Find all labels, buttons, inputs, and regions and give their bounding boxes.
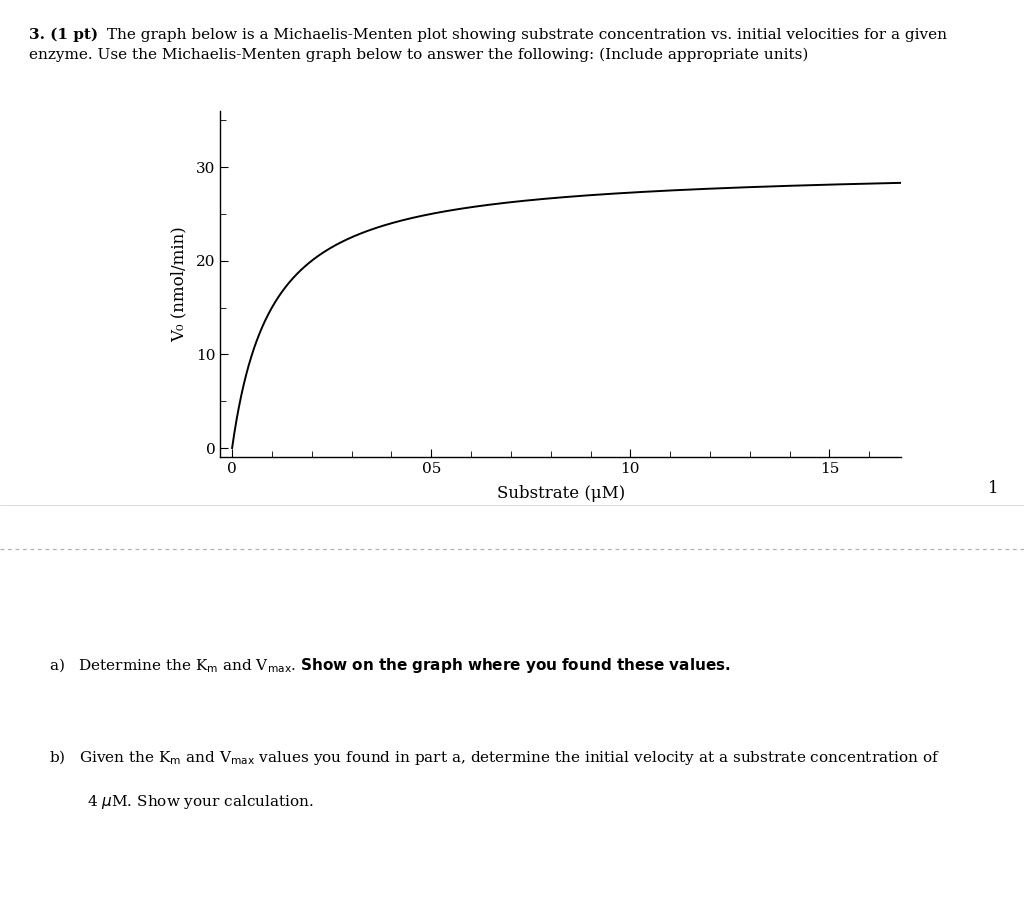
Text: b)   Given the K$_\mathrm{m}$ and V$_\mathrm{max}$ values you found in part a, d: b) Given the K$_\mathrm{m}$ and V$_\math…	[49, 748, 940, 768]
X-axis label: Substrate (μM): Substrate (μM)	[497, 484, 625, 502]
Text: The graph below is a Michaelis-Menten plot showing substrate concentration vs. i: The graph below is a Michaelis-Menten pl…	[102, 28, 947, 42]
Text: 3. (1 pt): 3. (1 pt)	[29, 28, 98, 43]
Text: a)   Determine the K$_\mathrm{m}$ and V$_\mathrm{max}$. $\mathbf{Show\ on\ the\ : a) Determine the K$_\mathrm{m}$ and V$_\…	[49, 656, 731, 675]
Text: 4 $\mu$M. Show your calculation.: 4 $\mu$M. Show your calculation.	[87, 793, 314, 810]
Y-axis label: V₀ (nmol/min): V₀ (nmol/min)	[170, 226, 187, 342]
Text: 1: 1	[988, 480, 998, 497]
Text: enzyme. Use the Michaelis-Menten graph below to answer the following: (Include a: enzyme. Use the Michaelis-Menten graph b…	[29, 48, 808, 63]
